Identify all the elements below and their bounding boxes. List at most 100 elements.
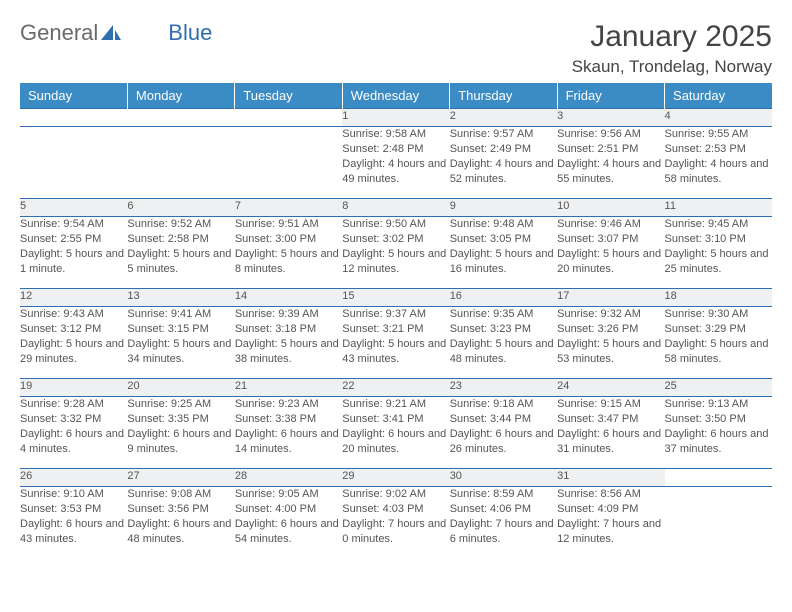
sunrise-text: Sunrise: 9:30 AM	[665, 307, 772, 322]
day-content-cell: Sunrise: 9:05 AMSunset: 4:00 PMDaylight:…	[235, 487, 342, 559]
sunset-text: Sunset: 3:18 PM	[235, 322, 342, 337]
day-content-cell: Sunrise: 9:46 AMSunset: 3:07 PMDaylight:…	[557, 217, 664, 289]
day-number-cell: 17	[557, 289, 664, 307]
daylight-text: Daylight: 5 hours and 58 minutes.	[665, 337, 772, 367]
day-number-cell: 7	[235, 199, 342, 217]
day-number-cell	[127, 109, 234, 127]
sunset-text: Sunset: 2:48 PM	[342, 142, 449, 157]
sunrise-text: Sunrise: 8:56 AM	[557, 487, 664, 502]
daylight-text: Daylight: 5 hours and 1 minute.	[20, 247, 127, 277]
title-block: January 2025 Skaun, Trondelag, Norway	[572, 20, 772, 77]
daylight-text: Daylight: 5 hours and 12 minutes.	[342, 247, 449, 277]
sunset-text: Sunset: 3:41 PM	[342, 412, 449, 427]
sunset-text: Sunset: 3:47 PM	[557, 412, 664, 427]
day-content-cell: Sunrise: 8:56 AMSunset: 4:09 PMDaylight:…	[557, 487, 664, 559]
sunset-text: Sunset: 2:55 PM	[20, 232, 127, 247]
day-content-cell: Sunrise: 9:52 AMSunset: 2:58 PMDaylight:…	[127, 217, 234, 289]
sunrise-text: Sunrise: 9:15 AM	[557, 397, 664, 412]
day-number-cell: 23	[450, 379, 557, 397]
sunset-text: Sunset: 3:21 PM	[342, 322, 449, 337]
sunrise-text: Sunrise: 9:37 AM	[342, 307, 449, 322]
daylight-text: Daylight: 6 hours and 48 minutes.	[127, 517, 234, 547]
day-number-cell: 29	[342, 469, 449, 487]
daylight-text: Daylight: 5 hours and 25 minutes.	[665, 247, 772, 277]
page-title: January 2025	[572, 20, 772, 53]
sunset-text: Sunset: 4:09 PM	[557, 502, 664, 517]
daynum-row: 19202122232425	[20, 379, 772, 397]
daylight-text: Daylight: 7 hours and 0 minutes.	[342, 517, 449, 547]
weekday-header: Friday	[557, 83, 664, 109]
daylight-text: Daylight: 5 hours and 43 minutes.	[342, 337, 449, 367]
day-content-cell: Sunrise: 9:57 AMSunset: 2:49 PMDaylight:…	[450, 127, 557, 199]
day-number-cell: 24	[557, 379, 664, 397]
day-number-cell: 11	[665, 199, 772, 217]
sunrise-text: Sunrise: 9:35 AM	[450, 307, 557, 322]
daylight-text: Daylight: 6 hours and 43 minutes.	[20, 517, 127, 547]
sunset-text: Sunset: 3:50 PM	[665, 412, 772, 427]
sunset-text: Sunset: 3:44 PM	[450, 412, 557, 427]
content-row: Sunrise: 9:43 AMSunset: 3:12 PMDaylight:…	[20, 307, 772, 379]
day-content-cell: Sunrise: 9:54 AMSunset: 2:55 PMDaylight:…	[20, 217, 127, 289]
sunrise-text: Sunrise: 9:02 AM	[342, 487, 449, 502]
daylight-text: Daylight: 4 hours and 52 minutes.	[450, 157, 557, 187]
weekday-header: Saturday	[665, 83, 772, 109]
day-number-cell: 9	[450, 199, 557, 217]
daylight-text: Daylight: 4 hours and 58 minutes.	[665, 157, 772, 187]
day-number-cell: 12	[20, 289, 127, 307]
sunrise-text: Sunrise: 9:39 AM	[235, 307, 342, 322]
day-number-cell: 21	[235, 379, 342, 397]
sunrise-text: Sunrise: 9:18 AM	[450, 397, 557, 412]
sunrise-text: Sunrise: 9:45 AM	[665, 217, 772, 232]
sunrise-text: Sunrise: 9:57 AM	[450, 127, 557, 142]
daylight-text: Daylight: 5 hours and 29 minutes.	[20, 337, 127, 367]
sunset-text: Sunset: 3:15 PM	[127, 322, 234, 337]
sunset-text: Sunset: 3:10 PM	[665, 232, 772, 247]
day-content-cell: Sunrise: 9:13 AMSunset: 3:50 PMDaylight:…	[665, 397, 772, 469]
sunset-text: Sunset: 2:49 PM	[450, 142, 557, 157]
daynum-row: 12131415161718	[20, 289, 772, 307]
daylight-text: Daylight: 7 hours and 6 minutes.	[450, 517, 557, 547]
sunset-text: Sunset: 3:29 PM	[665, 322, 772, 337]
sunrise-text: Sunrise: 9:21 AM	[342, 397, 449, 412]
day-content-cell	[127, 127, 234, 199]
sunset-text: Sunset: 3:05 PM	[450, 232, 557, 247]
daylight-text: Daylight: 6 hours and 4 minutes.	[20, 427, 127, 457]
day-number-cell: 4	[665, 109, 772, 127]
daynum-row: 567891011	[20, 199, 772, 217]
day-content-cell: Sunrise: 9:51 AMSunset: 3:00 PMDaylight:…	[235, 217, 342, 289]
day-number-cell: 2	[450, 109, 557, 127]
day-number-cell: 6	[127, 199, 234, 217]
day-content-cell: Sunrise: 9:23 AMSunset: 3:38 PMDaylight:…	[235, 397, 342, 469]
day-content-cell: Sunrise: 9:18 AMSunset: 3:44 PMDaylight:…	[450, 397, 557, 469]
day-content-cell	[665, 487, 772, 559]
content-row: Sunrise: 9:10 AMSunset: 3:53 PMDaylight:…	[20, 487, 772, 559]
day-content-cell: Sunrise: 9:10 AMSunset: 3:53 PMDaylight:…	[20, 487, 127, 559]
day-number-cell: 8	[342, 199, 449, 217]
sunrise-text: Sunrise: 9:52 AM	[127, 217, 234, 232]
sunset-text: Sunset: 4:00 PM	[235, 502, 342, 517]
logo-text-blue: Blue	[168, 20, 212, 46]
day-content-cell: Sunrise: 9:15 AMSunset: 3:47 PMDaylight:…	[557, 397, 664, 469]
header: General Blue January 2025 Skaun, Trondel…	[20, 20, 772, 77]
day-content-cell: Sunrise: 9:48 AMSunset: 3:05 PMDaylight:…	[450, 217, 557, 289]
daylight-text: Daylight: 5 hours and 5 minutes.	[127, 247, 234, 277]
day-content-cell: Sunrise: 9:37 AMSunset: 3:21 PMDaylight:…	[342, 307, 449, 379]
daylight-text: Daylight: 6 hours and 20 minutes.	[342, 427, 449, 457]
weekday-header: Monday	[127, 83, 234, 109]
daylight-text: Daylight: 5 hours and 53 minutes.	[557, 337, 664, 367]
sunset-text: Sunset: 3:07 PM	[557, 232, 664, 247]
day-number-cell: 27	[127, 469, 234, 487]
sunrise-text: Sunrise: 9:55 AM	[665, 127, 772, 142]
content-row: Sunrise: 9:28 AMSunset: 3:32 PMDaylight:…	[20, 397, 772, 469]
daylight-text: Daylight: 5 hours and 20 minutes.	[557, 247, 664, 277]
day-number-cell: 13	[127, 289, 234, 307]
logo-text-grey: General	[20, 20, 98, 46]
sunset-text: Sunset: 3:35 PM	[127, 412, 234, 427]
daynum-row: 1234	[20, 109, 772, 127]
sunrise-text: Sunrise: 8:59 AM	[450, 487, 557, 502]
sunset-text: Sunset: 4:06 PM	[450, 502, 557, 517]
day-content-cell: Sunrise: 9:25 AMSunset: 3:35 PMDaylight:…	[127, 397, 234, 469]
daylight-text: Daylight: 6 hours and 31 minutes.	[557, 427, 664, 457]
content-row: Sunrise: 9:58 AMSunset: 2:48 PMDaylight:…	[20, 127, 772, 199]
sunset-text: Sunset: 3:02 PM	[342, 232, 449, 247]
